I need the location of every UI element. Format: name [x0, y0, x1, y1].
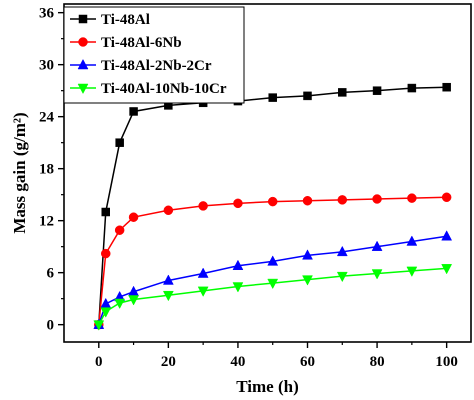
- data-point: [371, 269, 383, 280]
- legend-marker: [77, 83, 89, 95]
- data-point: [371, 240, 383, 251]
- data-point: [163, 205, 174, 216]
- data-point: [233, 198, 243, 209]
- data-point: [129, 107, 138, 116]
- series-line: [98, 267, 447, 326]
- data-point: [197, 286, 209, 297]
- legend: Ti-48Al Ti-48Al-6Nb Ti-48Al-2Nb-2Cr Ti-40Al…: [63, 6, 245, 104]
- y-tick-label: 18: [39, 162, 54, 178]
- x-tick-label: 0: [95, 354, 103, 370]
- legend-label: Ti-48Al: [101, 12, 150, 28]
- legend-label: Ti-40Al-10Nb-10Cr: [101, 81, 227, 97]
- data-point: [232, 259, 244, 270]
- data-point: [407, 193, 417, 203]
- data-point: [406, 235, 418, 246]
- y-tick-label: 36: [39, 6, 55, 22]
- data-point: [407, 83, 417, 93]
- y-tick-label: 12: [39, 214, 54, 230]
- data-point: [302, 249, 313, 260]
- series-3: [93, 264, 453, 331]
- y-tick-label: 6: [47, 266, 55, 282]
- legend-marker: [78, 37, 88, 47]
- y-tick-label: 30: [39, 58, 54, 74]
- data-point: [302, 275, 313, 286]
- data-point: [114, 298, 126, 310]
- data-point: [115, 138, 124, 147]
- data-point: [162, 274, 174, 285]
- data-point: [128, 295, 139, 306]
- data-point: [232, 282, 244, 293]
- data-point: [197, 267, 209, 278]
- x-tick-label: 100: [435, 354, 458, 370]
- legend-label: Ti-48Al-6Nb: [101, 35, 182, 51]
- data-point: [114, 225, 125, 235]
- series-2: [93, 230, 453, 329]
- x-tick-label: 40: [230, 354, 245, 370]
- legend-label: Ti-48Al-2Nb-2Cr: [101, 58, 212, 74]
- data-point: [441, 192, 452, 203]
- data-point: [100, 307, 112, 318]
- legend-marker: [78, 14, 88, 24]
- data-point: [128, 212, 139, 222]
- legend-marker: [77, 58, 89, 70]
- data-point: [372, 194, 382, 204]
- x-tick-label: 60: [300, 354, 315, 370]
- data-point: [441, 264, 453, 275]
- data-point: [93, 320, 105, 331]
- y-tick-label: 24: [39, 110, 55, 126]
- x-tick-label: 20: [161, 354, 176, 370]
- plot-frame: [63, 3, 472, 343]
- data-point: [100, 248, 111, 259]
- data-point: [303, 91, 312, 101]
- data-point: [198, 201, 208, 211]
- series-layer: [93, 82, 453, 331]
- data-point: [162, 290, 174, 302]
- y-axis-title: Mass gain (g/m²): [10, 112, 29, 233]
- x-axis-title: Time (h): [236, 377, 299, 396]
- data-point: [267, 255, 279, 266]
- data-point: [442, 82, 451, 92]
- data-point: [302, 195, 313, 206]
- data-point: [268, 93, 277, 102]
- y-tick-label: 0: [47, 318, 55, 334]
- x-tick-label: 80: [370, 354, 385, 370]
- data-point: [406, 266, 418, 277]
- data-point: [100, 297, 112, 309]
- data-point: [441, 230, 453, 241]
- data-point: [372, 86, 382, 95]
- data-point: [338, 88, 347, 97]
- legend-box: [63, 6, 245, 104]
- data-point: [336, 245, 348, 257]
- data-point: [337, 195, 348, 205]
- data-point: [267, 278, 279, 290]
- data-point: [267, 196, 278, 207]
- axis-ticks: 0 20 40 60 80 100 0 6 12 18 24 30 36: [39, 6, 458, 370]
- data-point: [336, 271, 348, 283]
- data-point: [101, 207, 110, 217]
